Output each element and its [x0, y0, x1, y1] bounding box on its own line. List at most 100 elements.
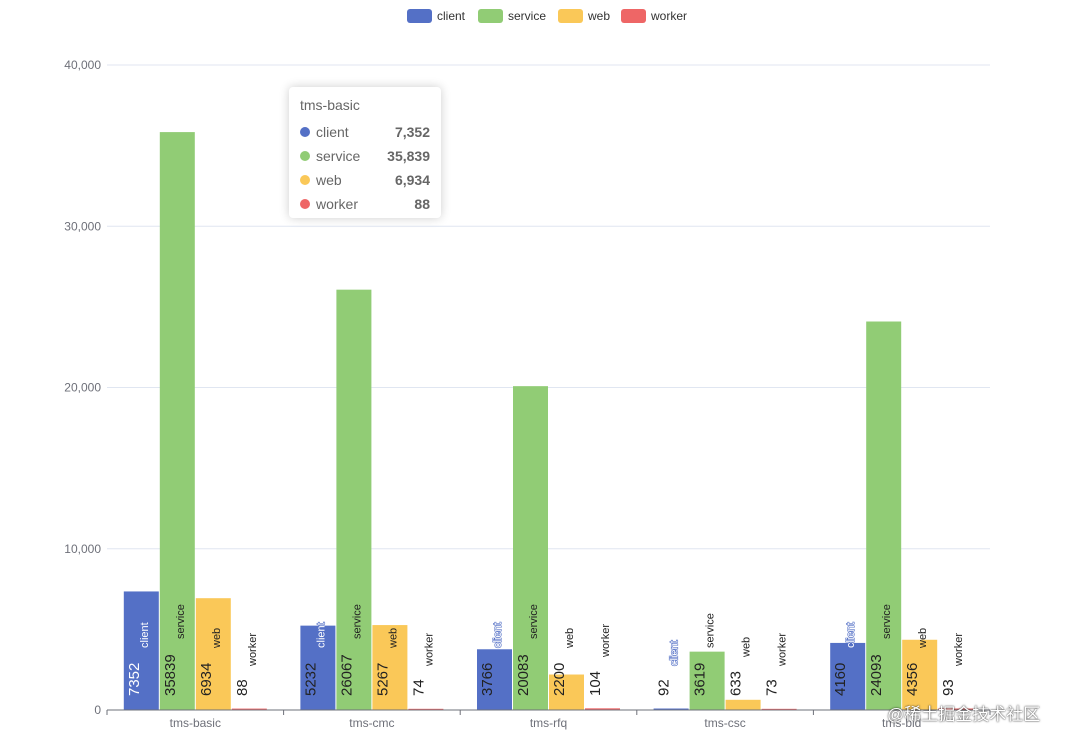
tooltip-row-service: service 35,839 [300, 144, 430, 168]
bar-client-tms-rfq[interactable] [477, 649, 512, 710]
value-label: 92 [656, 679, 673, 696]
series-label: service [528, 604, 540, 639]
series-label: web [564, 628, 576, 649]
tooltip-value: 35,839 [387, 148, 430, 164]
series-label: web [917, 628, 929, 649]
bars[interactable] [123, 132, 974, 710]
tooltip-row-worker: worker 88 [300, 192, 430, 216]
bar-service-tms-csc[interactable] [689, 651, 725, 710]
x-tick-label: tms-bid [882, 716, 921, 730]
bar-service-tms-bid[interactable] [866, 321, 902, 710]
value-label: 3766 [479, 663, 496, 696]
value-label: 88 [234, 679, 251, 696]
series-label: service [881, 604, 893, 639]
x-tick-label: tms-basic [170, 716, 221, 730]
bar-client-tms-bid[interactable] [830, 642, 866, 710]
value-label: 633 [728, 671, 745, 696]
value-label: 3619 [692, 663, 709, 696]
tooltip-value: 6,934 [394, 172, 430, 188]
tooltip-dot [300, 199, 310, 209]
series-label: service [175, 604, 187, 639]
value-label: 5267 [374, 663, 391, 696]
tooltip-series-name: web [316, 172, 342, 188]
tooltip: tms-basic client 7,352 service 35,839 we… [289, 87, 441, 218]
series-label: worker [423, 633, 435, 667]
tooltip-title: tms-basic [300, 97, 360, 113]
grid-lines [107, 64, 990, 550]
bar-web-tms-cmc[interactable] [372, 625, 408, 710]
series-label: worker [953, 633, 965, 667]
series-label: service [351, 604, 363, 639]
bar-web-tms-bid[interactable] [902, 639, 938, 710]
bar-worker-tms-bid[interactable] [938, 708, 974, 710]
x-tick-label: tms-cmc [349, 716, 394, 730]
bar-service-tms-rfq[interactable] [513, 386, 548, 710]
value-label: 26067 [338, 654, 355, 696]
value-label: 24093 [868, 654, 885, 696]
series-label: web [387, 628, 399, 649]
y-tick-label: 40,000 [64, 58, 101, 72]
y-tick-label: 10,000 [64, 542, 101, 556]
legend-swatch [478, 9, 503, 23]
value-label: 4356 [904, 663, 921, 696]
series-label: worker [247, 633, 259, 667]
bar-worker-tms-basic[interactable] [231, 708, 267, 710]
bar-client-tms-basic[interactable] [123, 591, 159, 710]
series-label: client [845, 622, 857, 648]
bar-web-tms-csc[interactable] [725, 699, 761, 710]
bar-service-tms-cmc[interactable] [336, 289, 372, 710]
tooltip-series-name: client [316, 124, 349, 140]
tooltip-series-name: worker [316, 196, 359, 212]
series-label: web [741, 637, 753, 658]
x-tick-label: tms-rfq [530, 716, 567, 730]
value-label: 104 [587, 671, 604, 696]
series-label: client [492, 622, 504, 648]
legend-label: web [587, 9, 610, 23]
x-axis: tms-basic tms-cmc tms-rfq tms-csc tms-bid [106, 709, 991, 730]
legend-swatch [558, 9, 583, 23]
value-label: 93 [940, 679, 957, 696]
bar-worker-tms-cmc[interactable] [408, 708, 444, 710]
tooltip-dot [300, 151, 310, 161]
bar-web-tms-rfq[interactable] [549, 674, 584, 710]
value-label: 4160 [832, 663, 849, 696]
legend[interactable]: client service web worker [407, 9, 687, 23]
bar-web-tms-basic[interactable] [195, 598, 231, 710]
value-label: 35839 [162, 654, 179, 696]
tooltip-dot [300, 175, 310, 185]
tooltip-value: 88 [414, 196, 430, 212]
y-axis: 0 10,000 20,000 30,000 40,000 [64, 58, 101, 717]
legend-swatch [407, 9, 432, 23]
x-tick-label: tms-csc [704, 716, 745, 730]
bar-worker-tms-rfq[interactable] [585, 708, 620, 710]
legend-swatch [621, 9, 646, 23]
value-label: 74 [410, 679, 427, 696]
y-tick-label: 20,000 [64, 381, 101, 395]
bar-client-tms-cmc[interactable] [300, 625, 336, 710]
value-label: 6934 [198, 663, 215, 696]
legend-label: client [437, 9, 466, 23]
legend-item-worker[interactable]: worker [621, 9, 687, 23]
value-label: 73 [764, 679, 781, 696]
tooltip-series-name: service [316, 148, 361, 164]
legend-item-web[interactable]: web [558, 9, 610, 23]
bar-client-tms-csc[interactable] [653, 708, 689, 710]
series-label: worker [600, 624, 612, 658]
watermark: @稀土掘金技术社区 [887, 705, 1041, 724]
tooltip-dot [300, 127, 310, 137]
tooltip-row-web: web 6,934 [300, 168, 430, 192]
value-label: 2200 [551, 663, 568, 696]
legend-label: service [508, 9, 546, 23]
series-label: client [669, 640, 681, 666]
legend-item-service[interactable]: service [478, 9, 546, 23]
y-tick-label: 30,000 [64, 219, 101, 233]
value-label: 20083 [515, 654, 532, 696]
bar-worker-tms-csc[interactable] [761, 708, 797, 710]
bar-service-tms-basic[interactable] [159, 132, 195, 710]
series-label: client [139, 622, 151, 648]
tooltip-value: 7,352 [394, 124, 430, 140]
series-label: client [315, 622, 327, 648]
legend-item-client[interactable]: client [407, 9, 466, 23]
tooltip-row-client: client 7,352 [300, 120, 430, 144]
